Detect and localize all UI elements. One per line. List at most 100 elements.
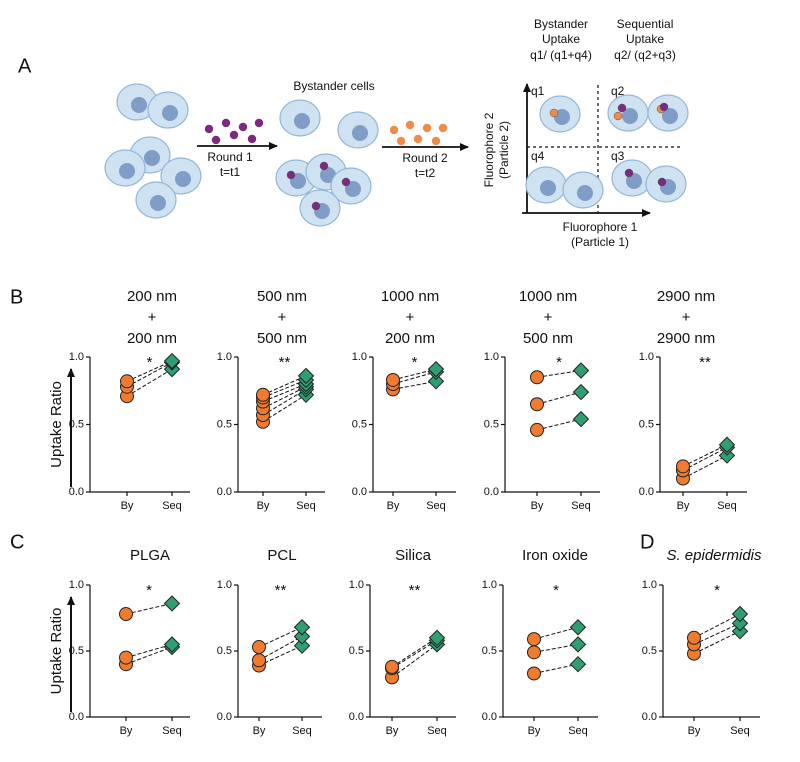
y-tick-label: 1.0 — [639, 351, 654, 363]
chart: PLGA Uptake Ratio 0.0 0.5 1.0 By Seq * — [48, 547, 190, 737]
chart-title: 500 nm — [257, 330, 307, 347]
chart-title: 500 nm — [257, 288, 307, 305]
pair-line — [392, 371, 437, 385]
x-tick-label: By — [257, 500, 270, 512]
column-header: Uptake — [542, 32, 580, 46]
significance: * — [556, 354, 562, 371]
y-tick-label: 0.5 — [69, 645, 84, 657]
x-tick-label: Seq — [571, 500, 591, 512]
chart-title: 200 nm — [385, 330, 435, 347]
pair-line — [126, 360, 173, 382]
particle — [247, 134, 257, 144]
axis-title: Fluorophore 1 — [563, 220, 638, 234]
seq-point — [297, 367, 315, 385]
x-tick-label: By — [688, 725, 701, 737]
chart: PCL 0.0 0.5 1.0 By Seq ** — [217, 547, 322, 737]
y-tick-label: 0.0 — [352, 486, 367, 498]
y-tick-label: 0.0 — [217, 486, 232, 498]
column-header: q2/ (q2+q3) — [614, 48, 676, 62]
x-tick-label: Seq — [162, 500, 182, 512]
nucleus — [131, 97, 147, 113]
chart: 500 nm +500 nm 0.0 0.5 1.0 By Seq ** — [217, 288, 325, 512]
significance: * — [412, 354, 418, 371]
seq-point — [427, 360, 445, 378]
seq-point — [572, 410, 590, 428]
nucleus — [294, 113, 310, 129]
seq-point — [293, 637, 311, 654]
by-point — [120, 374, 134, 389]
by-point — [385, 659, 399, 674]
nucleus — [150, 195, 166, 211]
chart-title: + — [148, 309, 157, 326]
axis-title: Fluorophore 2 — [482, 112, 496, 187]
particle — [413, 134, 423, 144]
particle — [204, 124, 214, 134]
particle — [657, 177, 667, 187]
pair-line — [693, 622, 741, 645]
particle — [341, 177, 351, 187]
significance: ** — [275, 582, 287, 599]
y-tick-label: 1.0 — [482, 579, 497, 591]
y-tick-label: 1.0 — [349, 579, 364, 591]
chart-title: 200 nm — [127, 288, 177, 305]
particle — [624, 168, 634, 178]
y-tick-label: 0.5 — [482, 645, 497, 657]
particle — [221, 118, 231, 128]
y-tick-label: 1.0 — [642, 579, 657, 591]
round-label: Round 1 — [207, 150, 253, 164]
by-point — [527, 666, 541, 681]
y-tick-label: 0.5 — [484, 418, 499, 430]
particle — [396, 136, 406, 146]
by-point — [252, 653, 266, 668]
nucleus — [175, 171, 191, 187]
by-point — [676, 459, 690, 474]
y-tick-label: 0.0 — [642, 711, 657, 723]
panel-label: B — [10, 286, 23, 308]
x-tick-label: Seq — [292, 725, 312, 737]
seq-point — [718, 436, 736, 453]
y-tick-label: 1.0 — [69, 579, 84, 591]
y-tick-label: 1.0 — [217, 351, 232, 363]
particle — [659, 102, 669, 112]
x-tick-label: Seq — [568, 725, 588, 737]
by-point — [527, 632, 541, 647]
column-header: Sequential — [617, 17, 674, 31]
chart: 200 nm +200 nm Uptake Ratio 0.0 0.5 1.0 By Seq * — [48, 288, 190, 512]
chart-title: 1000 nm — [519, 288, 577, 305]
x-tick-label: Seq — [427, 725, 447, 737]
pair-line — [682, 455, 728, 479]
chart: 1000 nm +200 nm 0.0 0.5 1.0 By Seq * — [352, 288, 456, 512]
round-time: t=t1 — [220, 165, 241, 179]
chart: Silica 0.0 0.5 1.0 By Seq ** — [349, 547, 456, 737]
chart-title: PCL — [267, 547, 296, 564]
x-tick-label: Seq — [162, 725, 182, 737]
x-tick-label: Seq — [296, 500, 316, 512]
particle — [431, 136, 441, 146]
x-tick-label: By — [677, 500, 690, 512]
particle — [311, 201, 321, 211]
particle — [319, 161, 329, 171]
y-tick-label: 0.0 — [639, 486, 654, 498]
chart: 2900 nm +2900 nm 0.0 0.5 1.0 By Seq ** — [639, 288, 747, 512]
seq-point — [572, 362, 590, 379]
x-tick-label: By — [386, 725, 399, 737]
pair-line — [391, 643, 438, 678]
seq-point — [293, 619, 311, 636]
y-tick-label: 1.0 — [352, 351, 367, 363]
chart-title: PLGA — [130, 547, 170, 564]
particle — [229, 130, 239, 140]
seq-point — [163, 352, 181, 370]
nucleus — [352, 125, 368, 141]
x-tick-label: Seq — [717, 500, 737, 512]
chart-title: + — [278, 309, 287, 326]
by-point — [530, 370, 544, 385]
significance: * — [553, 582, 559, 599]
nucleus — [162, 105, 178, 121]
y-tick-label: 1.0 — [217, 579, 232, 591]
pair-line — [693, 613, 741, 639]
pair-line — [392, 380, 437, 390]
significance: * — [146, 582, 152, 599]
by-point — [386, 372, 400, 387]
particle — [549, 108, 559, 118]
